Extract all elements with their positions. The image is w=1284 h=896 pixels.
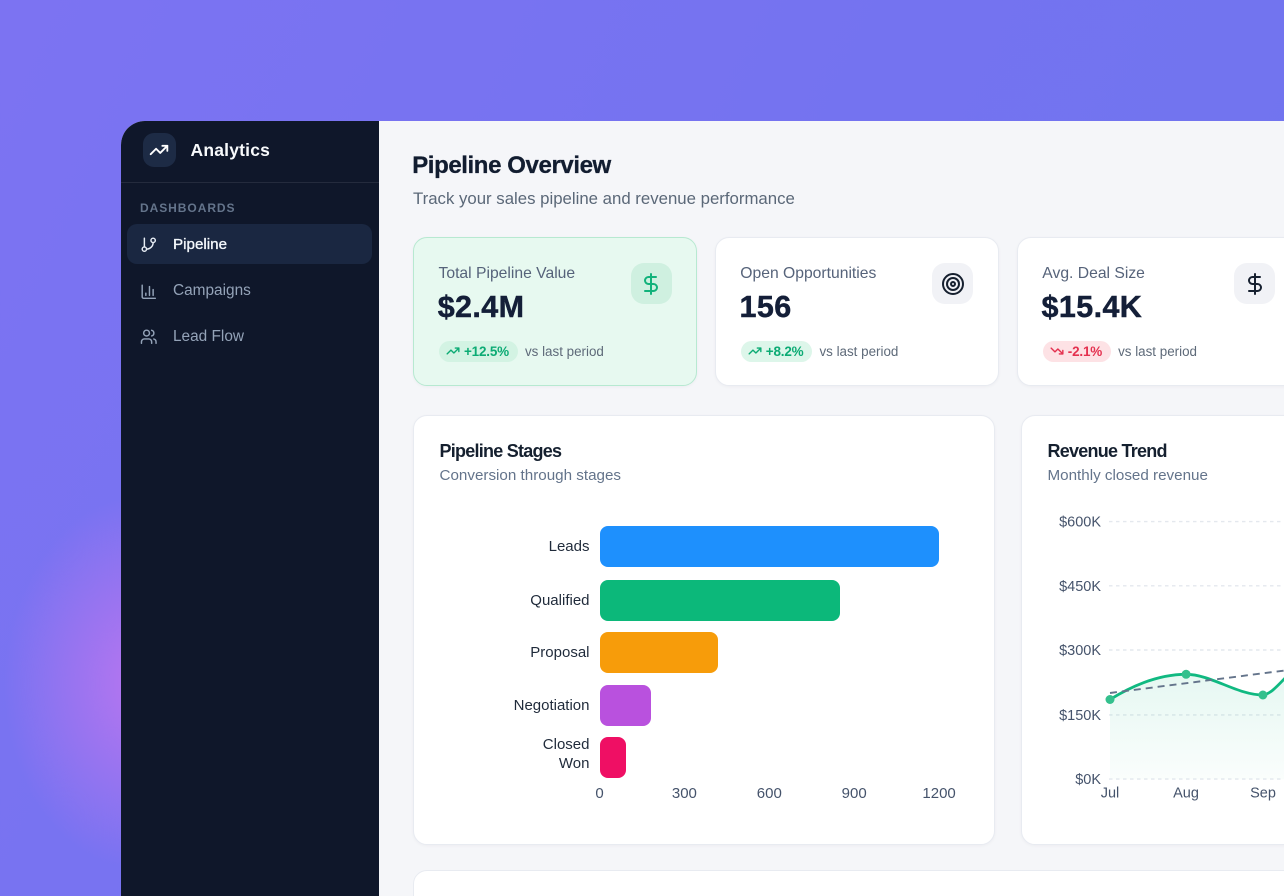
svg-text:Sep: Sep <box>1250 786 1276 802</box>
svg-text:$0K: $0K <box>1075 772 1101 788</box>
svg-text:$150K: $150K <box>1059 708 1101 724</box>
svg-text:$300K: $300K <box>1059 643 1101 659</box>
svg-text:$450K: $450K <box>1059 579 1101 595</box>
svg-text:Jul: Jul <box>1101 786 1120 802</box>
svg-text:Aug: Aug <box>1173 786 1199 802</box>
svg-text:$600K: $600K <box>1059 515 1101 531</box>
